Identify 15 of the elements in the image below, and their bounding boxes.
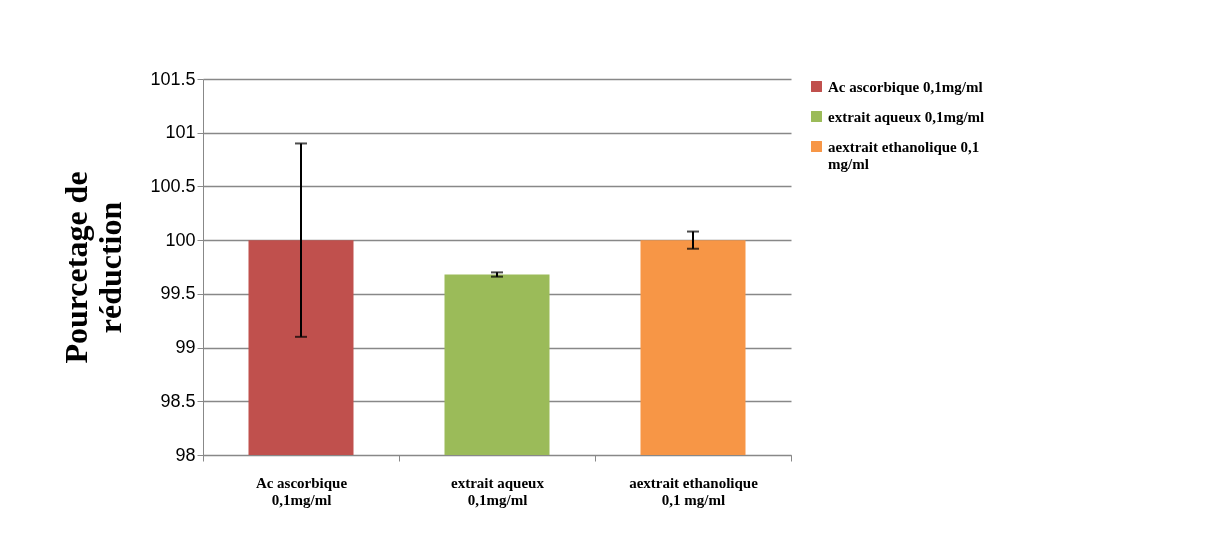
- y-tick-label: 99: [175, 337, 196, 358]
- y-tick-label: 101.5: [150, 68, 196, 89]
- legend-label: Ac ascorbique 0,1mg/ml: [828, 78, 983, 95]
- legend-label: aextrait ethanolique 0,1 mg/ml: [828, 138, 980, 172]
- y-tick-label: 100.5: [150, 175, 196, 196]
- y-tick-label: 99.5: [160, 283, 196, 304]
- x-tick-label: Ac ascorbique 0,1mg/ml: [255, 474, 348, 508]
- y-tick-label: 98: [175, 444, 196, 465]
- x-tick-label: aextrait ethanolique 0,1 mg/ml: [629, 474, 759, 508]
- y-tick-label: 101: [165, 122, 196, 143]
- x-tick-label: extrait aqueux 0,1mg/ml: [451, 474, 545, 508]
- y-tick-label: 98.5: [160, 390, 196, 411]
- y-tick-label: 100: [165, 229, 196, 250]
- y-axis-title: Pourcetage de réduction: [58, 171, 129, 364]
- legend-label: extrait aqueux 0,1mg/ml: [828, 108, 985, 125]
